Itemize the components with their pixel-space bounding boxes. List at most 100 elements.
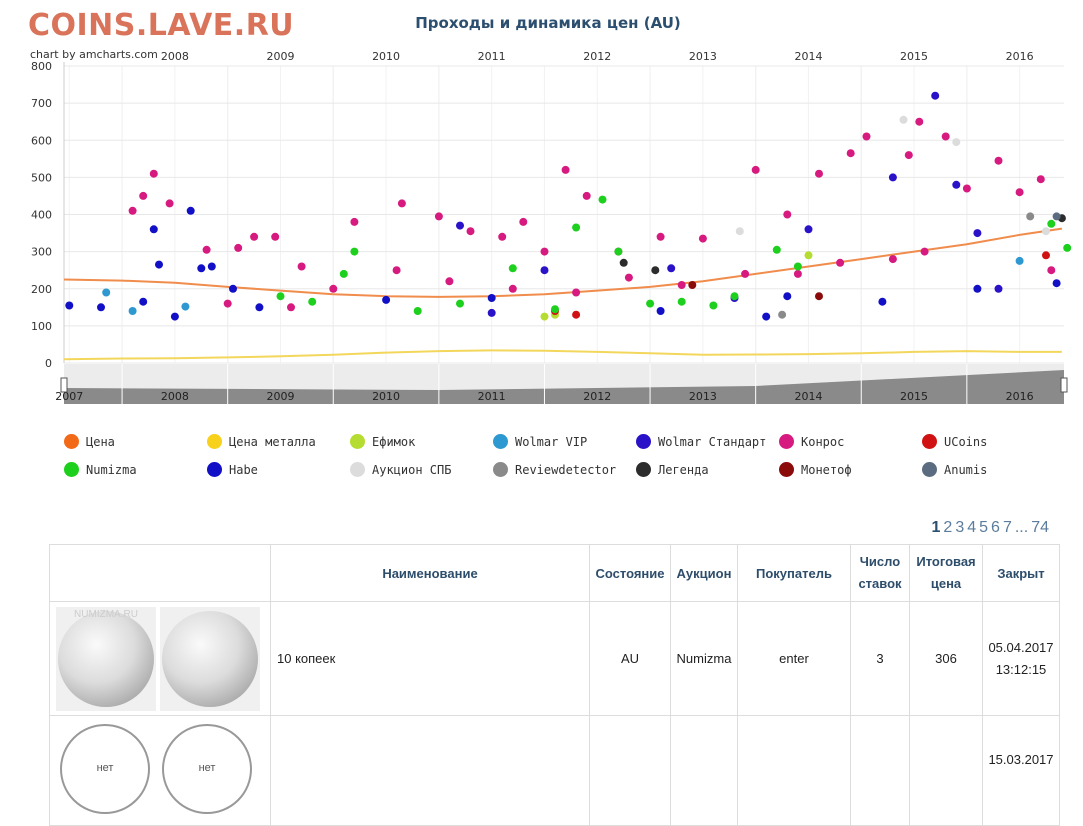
legend-item[interactable]: Монетоф xyxy=(779,462,852,477)
legend-marker xyxy=(922,462,937,477)
legend-marker xyxy=(493,434,508,449)
legend-item[interactable]: Цена xyxy=(64,434,115,449)
legend-item[interactable]: Anumis xyxy=(922,462,987,477)
data-point xyxy=(572,223,581,232)
data-point xyxy=(551,305,559,314)
page-link-last[interactable]: 74 xyxy=(1031,519,1049,536)
chart-title: Проходы и динамика цен (AU) xyxy=(415,14,681,32)
data-point xyxy=(1063,243,1072,252)
legend-item[interactable]: Numizma xyxy=(64,462,137,477)
data-point xyxy=(656,307,665,315)
data-point xyxy=(308,297,317,306)
data-point xyxy=(651,266,660,275)
page-link-4[interactable]: 4 xyxy=(967,519,977,536)
legend-item[interactable]: Конрос xyxy=(779,434,844,449)
no-image-label: нет xyxy=(96,762,114,774)
data-point xyxy=(582,191,591,200)
data-point xyxy=(862,132,871,141)
data-point xyxy=(255,303,264,312)
data-point xyxy=(836,258,845,267)
data-point xyxy=(97,303,105,312)
data-point xyxy=(624,273,633,282)
page-link-2[interactable]: 2 xyxy=(943,519,953,536)
header-auction[interactable]: Аукцион xyxy=(670,544,738,602)
legend-item[interactable]: Наbe xyxy=(207,462,258,477)
data-point xyxy=(329,284,338,293)
data-point xyxy=(287,303,295,312)
data-point xyxy=(128,307,137,315)
data-point xyxy=(487,294,496,302)
data-point xyxy=(804,251,813,260)
lot-closed: 05.04.2017 13:12:15 xyxy=(982,601,1060,716)
data-point xyxy=(1015,256,1024,265)
data-point xyxy=(234,243,243,252)
legend-item[interactable]: Цена металла xyxy=(207,434,316,449)
coin-reverse-image[interactable] xyxy=(160,606,260,711)
legend-label: Anumis xyxy=(944,462,988,477)
table-row[interactable]: NUMIZMA.RU 10 копеек AU Numizma enter 3 … xyxy=(49,601,1060,716)
data-point xyxy=(667,264,676,273)
page-current[interactable]: 1 xyxy=(931,519,941,536)
series-line xyxy=(63,227,1063,298)
data-point xyxy=(952,138,961,147)
header-buyer[interactable]: Покупатель xyxy=(737,544,851,602)
data-point xyxy=(102,288,111,297)
data-point xyxy=(165,199,174,208)
coin-obverse-image[interactable]: NUMIZMA.RU xyxy=(56,606,156,711)
scrollbar-year-label: 2013 xyxy=(689,390,717,403)
page-link-5[interactable]: 5 xyxy=(979,519,989,536)
data-point xyxy=(139,191,148,200)
data-point xyxy=(445,277,454,286)
scrollbar-year-label: 2012 xyxy=(583,390,611,403)
table-row[interactable]: нет нет 15.03.2017 xyxy=(49,715,1060,826)
scrollbar-handle-right[interactable] xyxy=(1060,377,1068,393)
legend-item[interactable]: Wolmar Стандарт xyxy=(636,434,766,449)
legend-label: Ефимок xyxy=(372,434,416,449)
data-point xyxy=(207,262,216,271)
legend-marker xyxy=(350,462,365,477)
lot-name[interactable] xyxy=(270,715,590,826)
site-logo[interactable]: COINS.LAVE.RU xyxy=(28,8,295,43)
header-price[interactable]: Итоговая цена xyxy=(909,544,983,602)
data-point xyxy=(614,247,623,256)
lot-images[interactable]: NUMIZMA.RU xyxy=(49,601,271,716)
legend-item[interactable]: Легенда xyxy=(636,462,709,477)
legend-item[interactable]: Ефимок xyxy=(350,434,415,449)
y-tick-label: 700 xyxy=(31,97,52,110)
data-point xyxy=(598,195,607,204)
data-point xyxy=(677,281,686,289)
pagination: 1 2 3 4 5 6 7 ... 74 xyxy=(932,519,1049,537)
data-point xyxy=(751,165,760,174)
scrollbar-handle-left[interactable] xyxy=(60,377,68,393)
data-point xyxy=(772,245,781,254)
data-point xyxy=(656,232,665,241)
header-bids[interactable]: Число ставок xyxy=(850,544,910,602)
legend-item[interactable]: UCoins xyxy=(922,434,987,449)
header-closed[interactable]: Закрыт xyxy=(982,544,1060,602)
legend-label: Цена xyxy=(86,434,115,449)
lot-images[interactable]: нет нет xyxy=(49,715,271,826)
header-state[interactable]: Состояние xyxy=(589,544,671,602)
legend-label: Конрос xyxy=(801,434,845,449)
legend-item[interactable]: Reviewdetector xyxy=(493,462,616,477)
legend-item[interactable]: Аукцион СПБ xyxy=(350,462,451,477)
y-tick-label: 800 xyxy=(31,60,52,73)
page-link-3[interactable]: 3 xyxy=(955,519,965,536)
top-axis-label: 2013 xyxy=(689,50,717,63)
data-point xyxy=(941,132,950,141)
page-link-6[interactable]: 6 xyxy=(991,519,1000,536)
lot-name[interactable]: 10 копеек xyxy=(270,601,590,716)
page-link-7[interactable]: 7 xyxy=(1002,519,1012,536)
y-tick-label: 300 xyxy=(31,246,52,259)
lot-state: AU xyxy=(589,601,671,716)
header-name[interactable]: Наименование xyxy=(270,544,590,602)
data-point xyxy=(698,234,707,243)
no-image-label: нет xyxy=(198,762,216,774)
legend-item[interactable]: Wolmar VIP xyxy=(493,434,587,449)
scrollbar-year-label: 2007 xyxy=(55,390,83,403)
lot-price xyxy=(909,715,983,826)
data-point xyxy=(1047,219,1056,228)
data-point xyxy=(920,247,929,256)
y-tick-label: 200 xyxy=(31,283,52,296)
top-axis-label: 2012 xyxy=(583,50,611,63)
